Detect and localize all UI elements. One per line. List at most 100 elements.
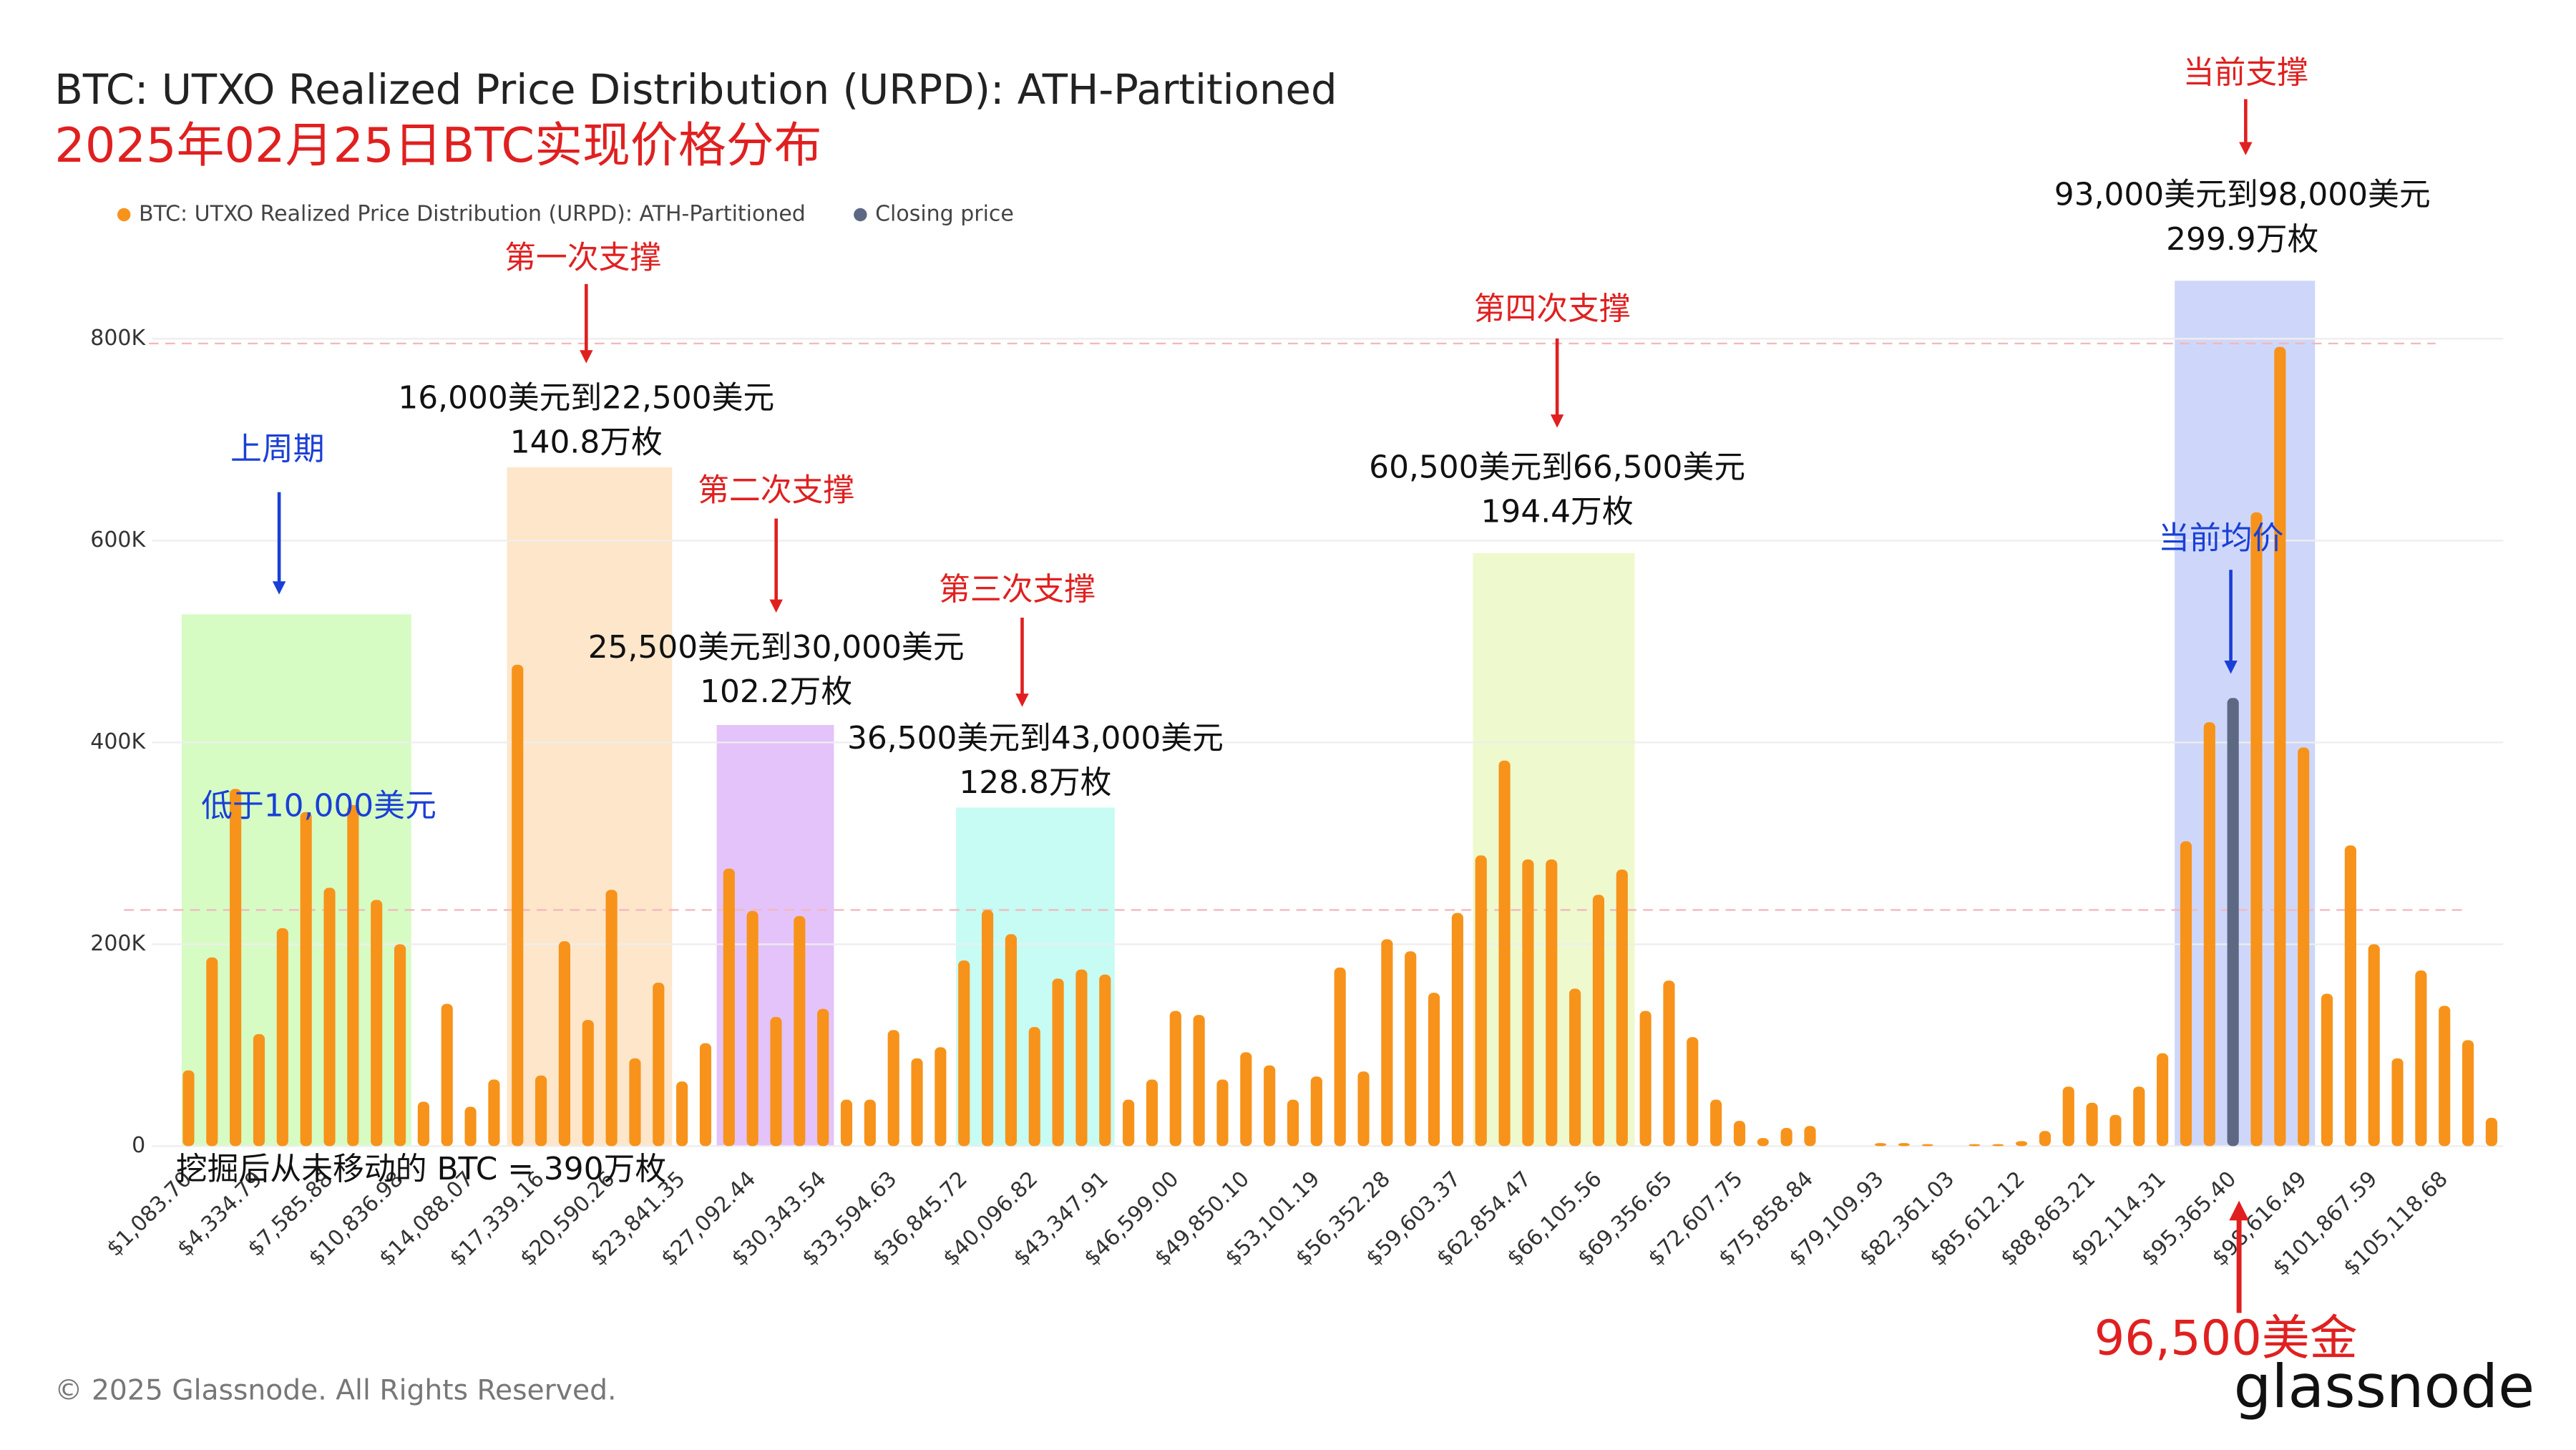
bar <box>1569 988 1581 1147</box>
bar <box>488 1079 500 1147</box>
annotation: 140.8万枚 <box>510 424 663 461</box>
y-tick-label: 800K <box>90 326 146 351</box>
bar <box>1639 1011 1652 1147</box>
bar <box>1240 1052 1252 1147</box>
bar <box>2439 1006 2451 1147</box>
bar <box>394 944 406 1147</box>
bar <box>347 804 359 1147</box>
chart-subtitle: 2025年02月25日BTC实现价格分布 <box>54 117 821 173</box>
bar <box>2368 944 2380 1147</box>
bar <box>2133 1086 2145 1147</box>
bar <box>1052 978 1064 1147</box>
bar <box>1874 1143 1887 1147</box>
bar <box>887 1030 899 1147</box>
bar <box>1193 1015 1205 1147</box>
annotation: 60,500美元到66,500美元 <box>1369 449 1745 485</box>
bar <box>417 1101 429 1147</box>
bar <box>1921 1144 1933 1147</box>
bar <box>2109 1114 2122 1147</box>
bar <box>1169 1011 1181 1147</box>
bar <box>1405 951 1417 1147</box>
y-tick-label: 600K <box>90 527 146 553</box>
bar <box>1123 1099 1135 1147</box>
bar <box>276 928 288 1147</box>
bar <box>230 789 242 1147</box>
bar <box>699 1043 712 1147</box>
region <box>2175 281 2316 1147</box>
bar <box>2086 1102 2098 1147</box>
bar <box>817 1008 829 1147</box>
bar <box>582 1020 594 1147</box>
bar <box>1005 934 1017 1147</box>
bar <box>1592 895 1605 1147</box>
annotation: 当前支撑 <box>2183 54 2308 91</box>
bar <box>2157 1053 2169 1147</box>
bar <box>1451 913 1463 1147</box>
annotation: 36,500美元到43,000美元 <box>847 720 1224 756</box>
bar <box>2462 1040 2474 1147</box>
y-tick-label: 400K <box>90 729 146 754</box>
annotation: 16,000美元到22,500美元 <box>398 379 774 416</box>
bar <box>1428 993 1440 1147</box>
annotation: 第三次支撑 <box>939 571 1096 608</box>
bar <box>253 1033 265 1147</box>
annotation: 上周期 <box>230 431 324 467</box>
bar <box>605 890 618 1147</box>
bar <box>1216 1079 1229 1147</box>
bar <box>182 1070 195 1147</box>
bar <box>512 664 524 1147</box>
bar <box>1522 859 1534 1147</box>
bar <box>2321 993 2333 1147</box>
bar <box>1475 855 1487 1147</box>
bar <box>1075 969 1088 1147</box>
bar <box>2039 1131 2051 1147</box>
logo: glassnode <box>2234 1352 2535 1421</box>
annotation: 102.2万枚 <box>700 673 852 710</box>
bar <box>464 1106 477 1147</box>
y-tick-label: 0 <box>132 1133 145 1158</box>
bar <box>2415 970 2427 1147</box>
bar <box>441 1003 453 1147</box>
bar <box>2062 1086 2074 1147</box>
bar <box>1498 760 1511 1147</box>
annotation: 128.8万枚 <box>959 764 1111 801</box>
legend-swatch <box>117 208 131 222</box>
bar <box>2298 747 2310 1147</box>
bar <box>2203 722 2215 1147</box>
annotation: 194.4万枚 <box>1481 494 1634 530</box>
bar <box>1804 1126 1816 1147</box>
y-tick-label: 200K <box>90 931 146 956</box>
bar <box>1357 1071 1370 1147</box>
bar <box>1099 974 1111 1147</box>
bar <box>558 941 570 1147</box>
bar <box>1898 1143 1910 1147</box>
bar <box>1710 1099 1722 1147</box>
bar <box>2391 1058 2404 1147</box>
annotation: 当前均价 <box>2158 520 2283 557</box>
bar <box>1780 1128 1792 1147</box>
annotation: 299.9万枚 <box>2166 221 2318 258</box>
legend-swatch <box>854 208 867 222</box>
bar <box>746 910 758 1147</box>
bar <box>911 1058 923 1147</box>
bar <box>1310 1076 1322 1147</box>
bar <box>2485 1117 2497 1147</box>
bar <box>1687 1037 1699 1147</box>
bar <box>1616 870 1628 1147</box>
plot: 0200K400K600K800K$1,083.70$4,334.79$7,58… <box>90 326 2504 1281</box>
bar <box>2250 512 2263 1147</box>
bar <box>300 812 312 1147</box>
annotation: 低于10,000美元 <box>201 787 436 824</box>
bar <box>371 900 383 1147</box>
bar <box>2344 845 2356 1147</box>
bar <box>1028 1027 1040 1147</box>
bar <box>794 915 806 1147</box>
bar <box>1146 1079 1158 1147</box>
bar <box>1992 1144 2004 1147</box>
bar <box>723 868 735 1147</box>
bar <box>2227 698 2239 1147</box>
bar <box>1334 967 1346 1147</box>
legend-label: Closing price <box>875 201 1014 226</box>
annotation: 25,500美元到30,000美元 <box>588 629 965 666</box>
